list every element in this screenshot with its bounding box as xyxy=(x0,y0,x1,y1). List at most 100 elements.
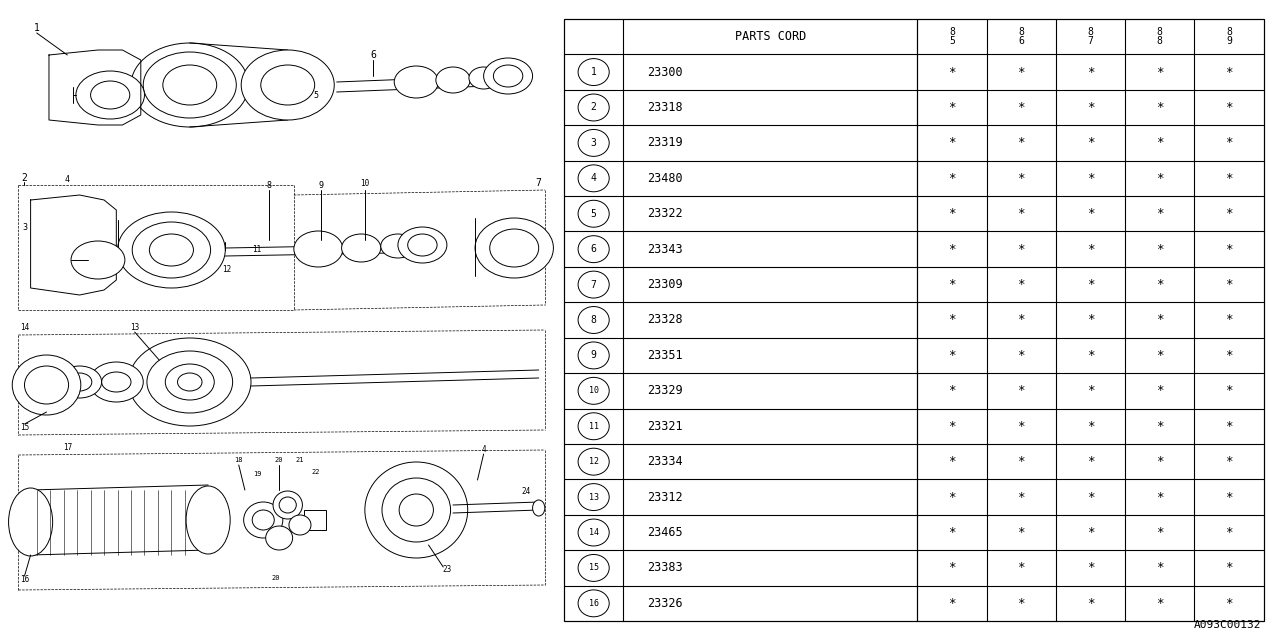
Text: 7: 7 xyxy=(590,280,596,289)
Ellipse shape xyxy=(380,234,415,258)
Ellipse shape xyxy=(128,338,251,426)
Text: 16: 16 xyxy=(589,599,599,608)
Text: 15: 15 xyxy=(589,563,599,572)
Text: 14: 14 xyxy=(589,528,599,537)
Text: *: * xyxy=(1225,314,1233,326)
Text: 23480: 23480 xyxy=(646,172,682,185)
Ellipse shape xyxy=(131,43,248,127)
Text: 5: 5 xyxy=(314,90,319,99)
Text: 1: 1 xyxy=(590,67,596,77)
Text: *: * xyxy=(1225,491,1233,504)
Ellipse shape xyxy=(475,218,553,278)
Text: 1: 1 xyxy=(33,23,40,33)
Text: *: * xyxy=(1225,597,1233,610)
Text: 8
6: 8 6 xyxy=(1019,27,1024,47)
Text: *: * xyxy=(1018,526,1025,539)
Text: *: * xyxy=(1018,561,1025,575)
Text: A093C00132: A093C00132 xyxy=(1193,620,1261,630)
Text: *: * xyxy=(1018,420,1025,433)
Text: *: * xyxy=(1156,172,1164,185)
Text: *: * xyxy=(1087,207,1094,220)
Text: 12: 12 xyxy=(589,457,599,466)
Ellipse shape xyxy=(24,366,69,404)
Text: 11: 11 xyxy=(589,422,599,431)
Ellipse shape xyxy=(13,355,81,415)
Text: *: * xyxy=(1018,243,1025,255)
Ellipse shape xyxy=(70,241,125,279)
Ellipse shape xyxy=(261,65,315,105)
Ellipse shape xyxy=(279,497,296,513)
Text: 11: 11 xyxy=(252,246,261,255)
Text: 12: 12 xyxy=(221,266,232,275)
Ellipse shape xyxy=(9,488,52,556)
Text: 22: 22 xyxy=(311,469,320,475)
Text: *: * xyxy=(948,455,956,468)
Text: *: * xyxy=(1087,172,1094,185)
Text: *: * xyxy=(1018,136,1025,149)
Text: 23309: 23309 xyxy=(646,278,682,291)
Text: 23: 23 xyxy=(443,566,452,575)
Text: *: * xyxy=(1087,420,1094,433)
Text: 8
5: 8 5 xyxy=(948,27,955,47)
Text: *: * xyxy=(1087,561,1094,575)
Text: *: * xyxy=(1018,172,1025,185)
Text: *: * xyxy=(1087,597,1094,610)
Ellipse shape xyxy=(178,373,202,391)
Text: *: * xyxy=(1018,101,1025,114)
Text: 14: 14 xyxy=(20,323,29,333)
Text: *: * xyxy=(948,420,956,433)
Text: 16: 16 xyxy=(20,575,29,584)
Text: 18: 18 xyxy=(234,457,243,463)
Text: PARTS CORD: PARTS CORD xyxy=(735,30,806,43)
Ellipse shape xyxy=(186,486,230,554)
Ellipse shape xyxy=(241,50,334,120)
Ellipse shape xyxy=(101,372,131,392)
Text: 23465: 23465 xyxy=(646,526,682,539)
Text: *: * xyxy=(1225,420,1233,433)
Text: 20: 20 xyxy=(271,575,280,581)
Text: 15: 15 xyxy=(20,424,29,433)
Ellipse shape xyxy=(408,234,436,256)
Text: 23334: 23334 xyxy=(646,455,682,468)
Text: *: * xyxy=(948,172,956,185)
Circle shape xyxy=(579,413,609,440)
Text: *: * xyxy=(948,101,956,114)
Text: *: * xyxy=(1087,526,1094,539)
Text: *: * xyxy=(1156,526,1164,539)
Text: *: * xyxy=(948,561,956,575)
Text: *: * xyxy=(1156,65,1164,79)
Circle shape xyxy=(579,484,609,511)
Text: 8: 8 xyxy=(590,315,596,325)
Text: 3: 3 xyxy=(590,138,596,148)
Ellipse shape xyxy=(484,58,532,94)
Ellipse shape xyxy=(490,229,539,267)
Text: 8: 8 xyxy=(266,180,271,189)
Ellipse shape xyxy=(468,67,498,89)
Text: *: * xyxy=(1087,65,1094,79)
Text: *: * xyxy=(1018,455,1025,468)
Text: *: * xyxy=(1225,278,1233,291)
Text: 23321: 23321 xyxy=(646,420,682,433)
Ellipse shape xyxy=(398,227,447,263)
Ellipse shape xyxy=(381,478,451,542)
Text: *: * xyxy=(1018,385,1025,397)
Text: 9: 9 xyxy=(590,351,596,360)
Text: *: * xyxy=(948,136,956,149)
Ellipse shape xyxy=(118,212,225,288)
Text: 5: 5 xyxy=(590,209,596,219)
Ellipse shape xyxy=(163,65,216,105)
Text: 23329: 23329 xyxy=(646,385,682,397)
Text: *: * xyxy=(948,314,956,326)
Text: *: * xyxy=(1087,491,1094,504)
Text: *: * xyxy=(948,491,956,504)
Ellipse shape xyxy=(493,65,522,87)
Text: 13: 13 xyxy=(131,323,140,333)
Ellipse shape xyxy=(143,52,237,118)
Text: 3: 3 xyxy=(22,223,27,232)
Text: 10: 10 xyxy=(360,179,370,189)
Text: 4: 4 xyxy=(590,173,596,183)
Text: *: * xyxy=(948,597,956,610)
Text: *: * xyxy=(1087,314,1094,326)
Ellipse shape xyxy=(532,500,545,516)
Text: 6: 6 xyxy=(590,244,596,254)
